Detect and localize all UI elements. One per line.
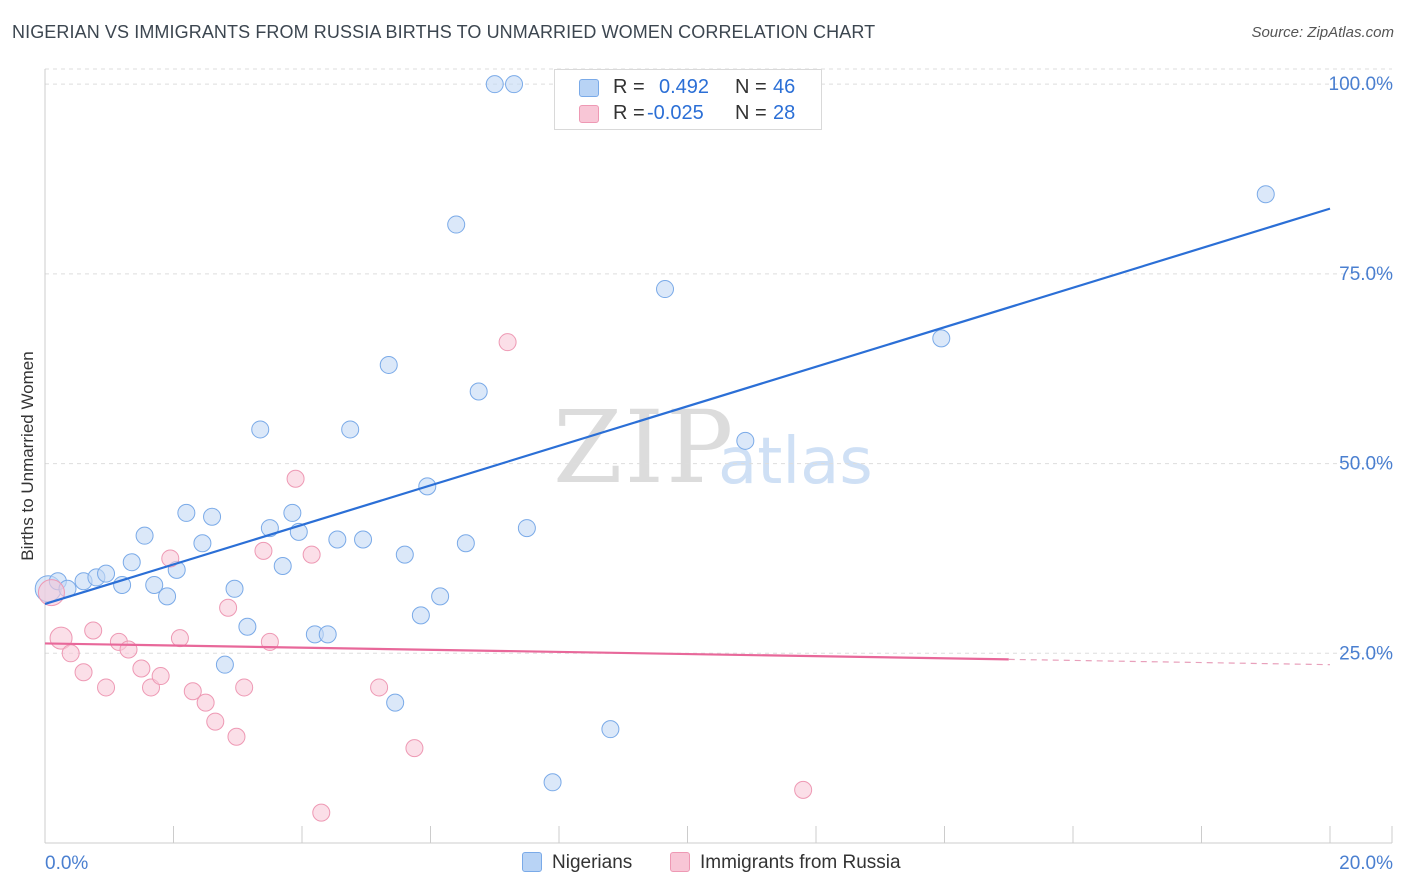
legend-n-value: 46	[773, 76, 796, 98]
legend-swatch-nigerians	[579, 79, 599, 97]
point-nigerians	[341, 420, 360, 439]
point-nigerians	[238, 617, 257, 636]
point-russia	[151, 667, 170, 686]
point-nigerians	[447, 215, 466, 234]
chart-title: NIGERIAN VS IMMIGRANTS FROM RUSSIA BIRTH…	[12, 22, 876, 42]
point-nigerians	[135, 526, 154, 545]
bottom-legend-swatch-russia	[670, 852, 690, 872]
bottom-legend-swatch-nigerians	[522, 852, 542, 872]
bottom-legend-label-russia: Immigrants from Russia	[700, 852, 901, 873]
bottom-legend-nigerians[interactable]: Nigerians	[522, 852, 632, 874]
point-nigerians	[505, 75, 524, 94]
bottom-legend-label-nigerians: Nigerians	[552, 852, 633, 873]
point-nigerians	[283, 503, 302, 522]
point-russia	[370, 678, 389, 697]
point-russia	[119, 640, 138, 659]
point-russia	[219, 598, 238, 617]
y-tick-label: 50.0%	[1339, 454, 1393, 475]
point-russia	[254, 541, 273, 560]
point-nigerians	[1256, 185, 1275, 204]
point-russia	[61, 644, 80, 663]
point-nigerians	[158, 587, 177, 606]
legend-r-label: R =	[613, 102, 645, 124]
source-credit[interactable]: Source: ZipAtlas.com	[1251, 24, 1394, 41]
bottom-legend-russia[interactable]: Immigrants from Russia	[670, 852, 901, 874]
point-nigerians	[97, 564, 116, 583]
point-nigerians	[122, 553, 141, 572]
legend-r-value: -0.025	[647, 102, 704, 124]
point-nigerians	[318, 625, 337, 644]
point-russia	[794, 780, 813, 799]
point-russia	[286, 469, 305, 488]
legend-swatch-russia	[579, 105, 599, 123]
point-nigerians	[469, 382, 488, 401]
point-nigerians	[395, 545, 414, 564]
point-nigerians	[485, 75, 504, 94]
point-nigerians	[736, 431, 755, 450]
y-tick-label: 100.0%	[1329, 74, 1394, 95]
point-nigerians	[328, 530, 347, 549]
point-nigerians	[411, 606, 430, 625]
point-nigerians	[215, 655, 234, 674]
y-axis-title: Births to Unmarried Women	[18, 351, 37, 561]
point-russia	[74, 663, 93, 682]
point-russia	[405, 739, 424, 758]
legend-n-label: N =	[735, 76, 767, 98]
point-russia	[235, 678, 254, 697]
point-nigerians	[656, 280, 675, 299]
point-russia	[97, 678, 116, 697]
point-russia	[206, 712, 225, 731]
point-russia	[170, 629, 189, 648]
legend-r-label: R =	[613, 76, 645, 98]
point-russia	[183, 682, 202, 701]
point-russia	[227, 727, 246, 746]
y-tick-label: 25.0%	[1339, 643, 1393, 664]
point-russia	[161, 549, 180, 568]
point-nigerians	[601, 720, 620, 739]
point-nigerians	[145, 576, 164, 594]
x-tick-label: 0.0%	[45, 853, 88, 874]
legend-r-value: 0.492	[659, 76, 710, 98]
watermark-zip: ZIP	[553, 389, 736, 506]
point-russia	[498, 333, 517, 352]
x-tick-label: 20.0%	[1339, 853, 1393, 874]
point-nigerians	[517, 519, 536, 538]
point-nigerians	[251, 420, 270, 439]
point-nigerians	[273, 557, 292, 576]
point-nigerians	[203, 507, 222, 526]
point-nigerians	[193, 534, 212, 553]
point-nigerians	[431, 587, 450, 606]
y-tick-label: 75.0%	[1339, 264, 1393, 285]
point-russia	[302, 545, 321, 564]
legend-n-value: 28	[773, 102, 796, 124]
stats-legend: R = 0.492 N = 46 R = -0.025 N = 28	[554, 69, 822, 130]
point-russia	[84, 621, 103, 640]
point-nigerians	[354, 530, 373, 549]
legend-n-label: N =	[735, 102, 767, 124]
point-nigerians	[932, 329, 951, 348]
point-nigerians	[177, 503, 196, 522]
point-russia	[132, 659, 151, 678]
point-nigerians	[456, 534, 475, 553]
point-russia	[312, 803, 331, 822]
point-russia	[196, 693, 215, 712]
trendline-russia	[44, 642, 1009, 661]
point-nigerians	[225, 579, 244, 598]
trendline-russia-extension	[1008, 658, 1331, 666]
point-nigerians	[386, 693, 405, 712]
point-nigerians	[379, 355, 398, 374]
point-nigerians	[543, 773, 562, 792]
trendline-nigerians	[44, 207, 1331, 606]
